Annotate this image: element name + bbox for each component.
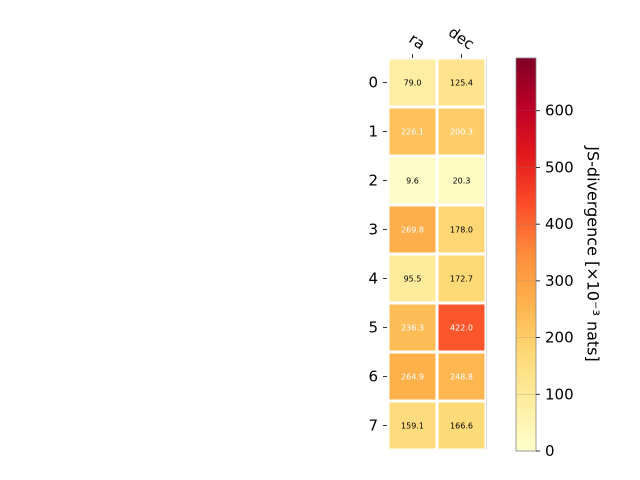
- y-axis-ticks: 0 1 2 3 4 5 6 7: [368, 74, 387, 435]
- cell-value-label: 159.1: [401, 422, 424, 431]
- cell-value-label: 422.0: [450, 324, 473, 333]
- heatmap-cells: [389, 58, 487, 450]
- colorbar-tick-label: 600: [545, 102, 574, 120]
- heatmap-cell-4-ra: [389, 255, 436, 302]
- colorbar-tick-label: 100: [545, 385, 574, 403]
- heatmap-cell-5-dec: [438, 304, 485, 351]
- colorbar-label: JS-divergence [×10⁻³ nats]: [584, 145, 603, 361]
- colorbar-tick-label: 400: [545, 215, 574, 233]
- cell-value-label: 79.0: [404, 79, 422, 88]
- cell-value-label: 269.8: [401, 226, 424, 235]
- y-tick-label: 1: [368, 123, 378, 141]
- heatmap-cell-2-dec: [438, 157, 485, 204]
- heatmap-cell-3-ra: [389, 206, 436, 253]
- cell-value-label: 226.1: [401, 128, 424, 137]
- heatmap-cell-1-ra: [389, 108, 436, 155]
- colorbar-tick-label: 500: [545, 158, 574, 176]
- colorbar: 0 100 200 300 400 500 600 JS-divergence [×10⁻³…: [515, 57, 603, 460]
- cell-value-label: 200.3: [450, 128, 473, 137]
- cell-value-label: 20.3: [453, 177, 471, 186]
- cell-value-label: 248.8: [450, 373, 473, 382]
- y-tick-label: 7: [368, 417, 378, 435]
- heatmap-cell-1-dec: [438, 108, 485, 155]
- colorbar-tick-label: 200: [545, 329, 574, 347]
- cell-value-label: 166.6: [450, 422, 473, 431]
- y-tick-label: 3: [368, 221, 378, 239]
- x-axis-ticks: ra dec: [406, 23, 478, 58]
- x-tick-label: ra: [406, 30, 429, 54]
- heatmap-cell-3-dec: [438, 206, 485, 253]
- cell-value-label: 264.9: [401, 373, 424, 382]
- heatmap-cell-7-dec: [438, 402, 485, 449]
- colorbar-tick-label: 300: [545, 272, 574, 290]
- cell-value-label: 178.0: [450, 226, 473, 235]
- cell-value-label: 95.5: [404, 275, 422, 284]
- cell-value-label: 9.6: [406, 177, 419, 186]
- cell-value-label: 236.3: [401, 324, 424, 333]
- colorbar-tick-label: 0: [545, 442, 555, 460]
- heatmap-cell-5-ra: [389, 304, 436, 351]
- y-tick-label: 2: [368, 172, 378, 190]
- colorbar-ticks: 0 100 200 300 400 500 600: [516, 102, 574, 460]
- x-tick-label: dec: [445, 23, 477, 53]
- y-tick-label: 6: [368, 368, 378, 386]
- heatmap-cell-7-ra: [389, 402, 436, 449]
- heatmap-cell-labels: 79.0 125.4 226.1 200.3 9.6 20.3 269.8 178.0 95.5…: [401, 79, 473, 431]
- y-tick-label: 4: [368, 270, 378, 288]
- heatmap-cell-0-ra: [389, 59, 436, 106]
- y-tick-label: 5: [368, 319, 378, 337]
- colorbar-gradient: [515, 57, 537, 452]
- heatmap-cell-4-dec: [438, 255, 485, 302]
- heatmap-cell-6-dec: [438, 353, 485, 400]
- y-tick-label: 0: [368, 74, 378, 92]
- cell-value-label: 172.7: [450, 275, 473, 284]
- cell-value-label: 125.4: [450, 79, 473, 88]
- heatmap-cell-6-ra: [389, 353, 436, 400]
- heatmap-cell-0-dec: [438, 59, 485, 106]
- heatmap-cell-2-ra: [389, 157, 436, 204]
